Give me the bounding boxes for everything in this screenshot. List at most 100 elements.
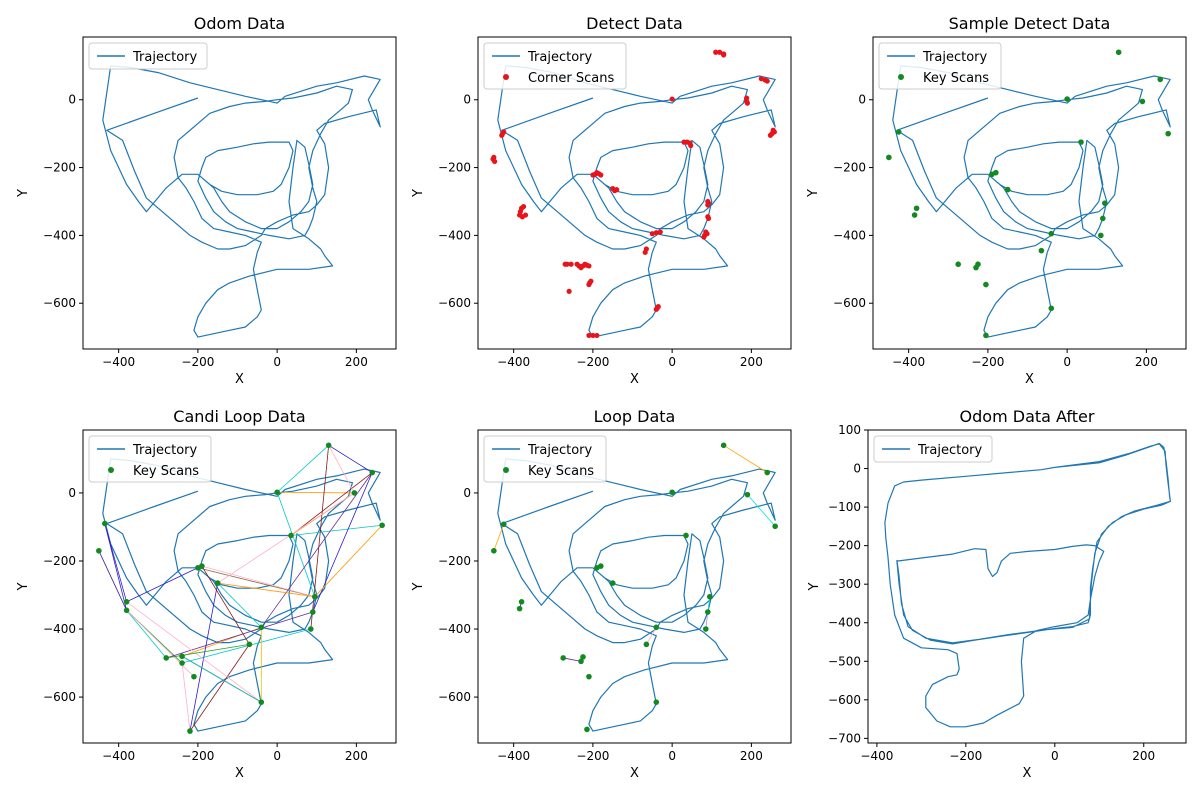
legend: Trajectory Key Scans: [483, 435, 607, 483]
scan-point: [123, 607, 130, 614]
loop-link: [563, 657, 582, 662]
panel-1: −400 −200 0 200 −600 −400 −200 0 Odom Data X Y Traj…: [16, 14, 397, 387]
loop-link: [181, 655, 262, 703]
chart-title: Odom Data: [194, 14, 285, 33]
x-tick-label: −400: [102, 749, 135, 763]
legend-box: [483, 42, 627, 90]
scan-point: [258, 699, 265, 705]
y-tick-label: −600: [43, 296, 76, 310]
scan-point: [191, 673, 197, 680]
legend-label: Corner Scans: [528, 71, 614, 86]
scan-point: [499, 132, 505, 138]
scan-point: [705, 202, 711, 208]
scan-point: [744, 100, 751, 106]
legend-box: [88, 42, 208, 70]
y-axis-label: Y: [806, 189, 821, 198]
y-tick-label: −400: [43, 622, 76, 636]
scan-point: [886, 154, 892, 161]
loop-link: [201, 565, 250, 645]
axes-frame: [477, 429, 792, 744]
scan-point: [767, 132, 773, 138]
scan-point: [713, 49, 719, 55]
scan-point: [1115, 49, 1122, 56]
loop-link: [276, 445, 329, 493]
plot-area: [886, 49, 1171, 339]
scan-point: [1157, 76, 1164, 83]
loop-link: [328, 445, 355, 494]
legend-dot-swatch: [503, 467, 509, 473]
y-tick-label: −200: [438, 161, 471, 175]
loop-link: [126, 567, 199, 603]
loop-link: [217, 582, 315, 598]
legend-label: Trajectory: [132, 443, 197, 458]
scan-point: [568, 261, 574, 267]
trajectory-line: [497, 458, 776, 732]
scan-point: [590, 332, 596, 339]
x-tick-label: −400: [102, 355, 135, 369]
y-tick-label: −400: [438, 228, 471, 242]
scan-point: [516, 605, 523, 612]
x-axis-label: X: [1025, 372, 1034, 387]
panel-5: −400 −200 0 200 −600 −400 −200 0 Loop Data X Y Traj…: [411, 407, 792, 781]
x-tick-label: 0: [668, 749, 676, 763]
scan-point: [598, 563, 604, 569]
loop-link: [260, 472, 373, 628]
loop-link: [104, 523, 127, 611]
scan-point: [653, 624, 660, 631]
x-tick-label: 200: [345, 355, 368, 369]
x-tick-label: 0: [668, 355, 676, 369]
legend-box: [878, 42, 1002, 90]
y-tick-label: −200: [828, 539, 861, 553]
scan-point: [1165, 130, 1171, 137]
axes-frame: [82, 36, 397, 350]
x-tick-label: 200: [1135, 355, 1158, 369]
scan-point: [701, 234, 707, 240]
x-tick-label: −400: [892, 355, 925, 369]
scan-point: [975, 261, 981, 268]
legend-label: Key Scans: [923, 71, 989, 86]
scan-point: [1048, 305, 1055, 312]
trajectory-line: [892, 65, 1171, 338]
loop-link: [276, 492, 316, 597]
scan-point: [369, 469, 376, 476]
y-tick-label: 0: [858, 93, 866, 107]
plot-area: [490, 49, 777, 339]
scan-point: [1004, 186, 1011, 193]
y-tick-label: −400: [43, 228, 76, 242]
legend-dot-swatch: [503, 74, 509, 80]
scan-point: [214, 580, 221, 586]
x-tick-label: 0: [273, 749, 281, 763]
x-tick-label: 200: [345, 749, 368, 763]
scan-point: [574, 261, 580, 267]
scan-point: [163, 655, 170, 661]
trajectory-line: [884, 442, 1171, 728]
legend-box: [873, 435, 993, 463]
scan-point: [187, 728, 193, 734]
scan-point: [649, 231, 655, 237]
scan-point: [683, 532, 689, 539]
plot-area: [491, 442, 778, 733]
panel-3: −400 −200 0 200 −600 −400 −200 0 Sample Detect D…: [806, 14, 1187, 387]
y-tick-label: −600: [438, 296, 471, 310]
y-tick-label: 100: [838, 423, 861, 437]
x-tick-label: −200: [576, 355, 609, 369]
loop-link: [646, 627, 657, 645]
scan-point: [720, 442, 727, 449]
scan-point: [590, 172, 596, 178]
loop-link: [189, 644, 250, 732]
scan-point: [657, 229, 663, 235]
scan-point: [993, 169, 999, 176]
y-tick-label: 0: [463, 93, 471, 107]
scan-point: [1064, 96, 1070, 102]
plot-area: [884, 442, 1171, 728]
scan-point: [586, 332, 592, 339]
loop-link: [493, 524, 505, 551]
y-tick-label: −200: [438, 554, 471, 568]
y-tick-label: 0: [68, 486, 76, 500]
legend: Trajectory Key Scans: [88, 435, 212, 483]
scan-point: [594, 332, 600, 339]
legend: Trajectory Corner Scans: [483, 42, 627, 90]
y-tick-label: −200: [43, 554, 76, 568]
loop-link: [197, 567, 315, 598]
